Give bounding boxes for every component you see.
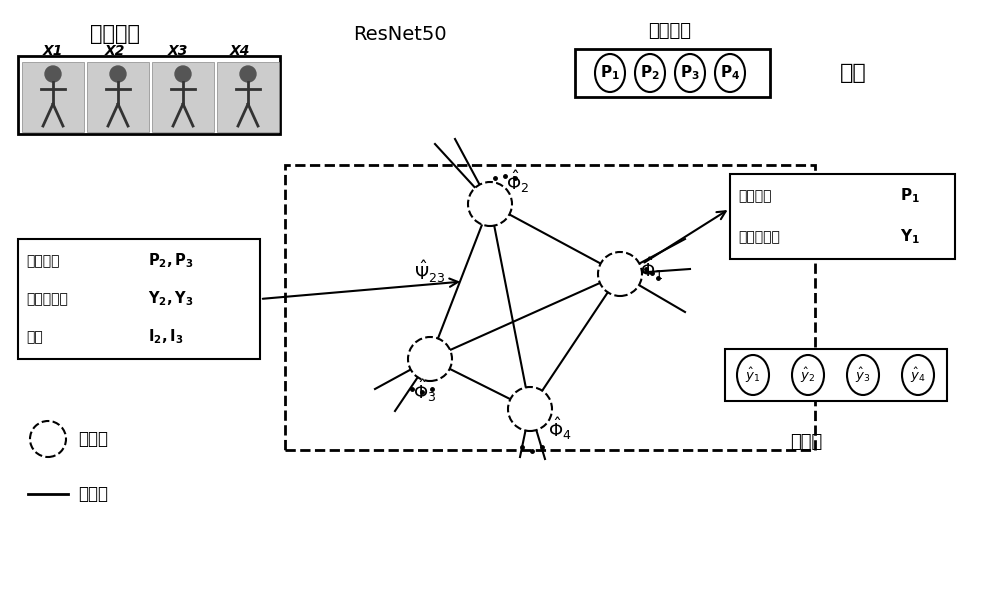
Text: $\hat{\Phi}_1$: $\hat{\Phi}_1$ [640,255,664,282]
Text: $\mathbf{I_2, I_3}$: $\mathbf{I_2, I_3}$ [148,328,183,346]
Circle shape [408,337,452,381]
Text: X3: X3 [168,44,188,58]
Text: $\hat{\Phi}_4$: $\hat{\Phi}_4$ [548,416,572,443]
Text: 袋级别标签: 袋级别标签 [26,292,68,306]
Text: $\mathbf{P_2, P_3}$: $\mathbf{P_2, P_3}$ [148,252,194,270]
Text: 一元项: 一元项 [78,430,108,448]
Text: 分类分数: 分类分数 [648,22,692,40]
Text: $\hat{\Psi}_{23}$: $\hat{\Psi}_{23}$ [414,258,446,285]
Text: $\mathbf{P_3}$: $\mathbf{P_3}$ [680,64,700,83]
Bar [18,56,280,134]
Text: 损失: 损失 [840,63,867,83]
Ellipse shape [715,54,745,92]
Ellipse shape [635,54,665,92]
Circle shape [30,421,66,457]
Bar [18,239,260,359]
Bar [217,62,279,132]
Text: $\mathbf{Y_2, Y_3}$: $\mathbf{Y_2, Y_3}$ [148,290,194,308]
Text: $\hat{\Phi}_3$: $\hat{\Phi}_3$ [413,378,437,405]
Bar [22,62,84,132]
Circle shape [175,66,191,82]
Text: $\mathbf{P_1}$: $\mathbf{P_1}$ [600,64,620,83]
FancyArrow shape [943,109,977,359]
Text: $\hat{\Phi}_2$: $\hat{\Phi}_2$ [506,169,530,195]
Bar [87,62,149,132]
Bar [285,165,815,450]
Circle shape [240,66,256,82]
Circle shape [468,182,512,226]
FancyArrow shape [298,47,546,105]
Bar [152,62,214,132]
Bar [575,49,770,97]
Text: $\mathbf{Y_1}$: $\mathbf{Y_1}$ [900,228,920,247]
Text: X4: X4 [230,44,250,58]
Text: $\mathbf{P_1}$: $\mathbf{P_1}$ [900,187,920,206]
Text: X1: X1 [43,44,63,58]
Ellipse shape [737,355,769,395]
Text: 分类分数: 分类分数 [738,189,772,203]
Text: 袋级别标签: 袋级别标签 [738,230,780,244]
Ellipse shape [902,355,934,395]
Text: $\mathbf{P_4}$: $\mathbf{P_4}$ [720,64,740,83]
Bar [730,174,955,259]
Text: ResNet50: ResNet50 [353,24,447,43]
Ellipse shape [675,54,705,92]
Text: 图模块: 图模块 [790,433,822,451]
Ellipse shape [595,54,625,92]
Circle shape [45,66,61,82]
Text: X2: X2 [105,44,125,58]
Circle shape [110,66,126,82]
Text: 分类分数: 分类分数 [26,254,60,268]
Bar [725,349,947,401]
FancyArrow shape [700,365,723,385]
Text: 一袋图片: 一袋图片 [90,24,140,44]
Text: $\hat{y}_4$: $\hat{y}_4$ [910,365,926,384]
Text: 成对项: 成对项 [78,485,108,503]
Circle shape [508,387,552,431]
Text: $\mathbf{P_2}$: $\mathbf{P_2}$ [640,64,660,83]
Text: $\hat{y}_3$: $\hat{y}_3$ [855,365,871,384]
Ellipse shape [847,355,879,395]
FancyArrow shape [775,58,825,88]
Text: 外表: 外表 [26,330,43,344]
Text: $\hat{y}_1$: $\hat{y}_1$ [745,365,761,384]
Circle shape [598,252,642,296]
Ellipse shape [792,355,824,395]
Text: $\hat{y}_2$: $\hat{y}_2$ [800,365,816,384]
